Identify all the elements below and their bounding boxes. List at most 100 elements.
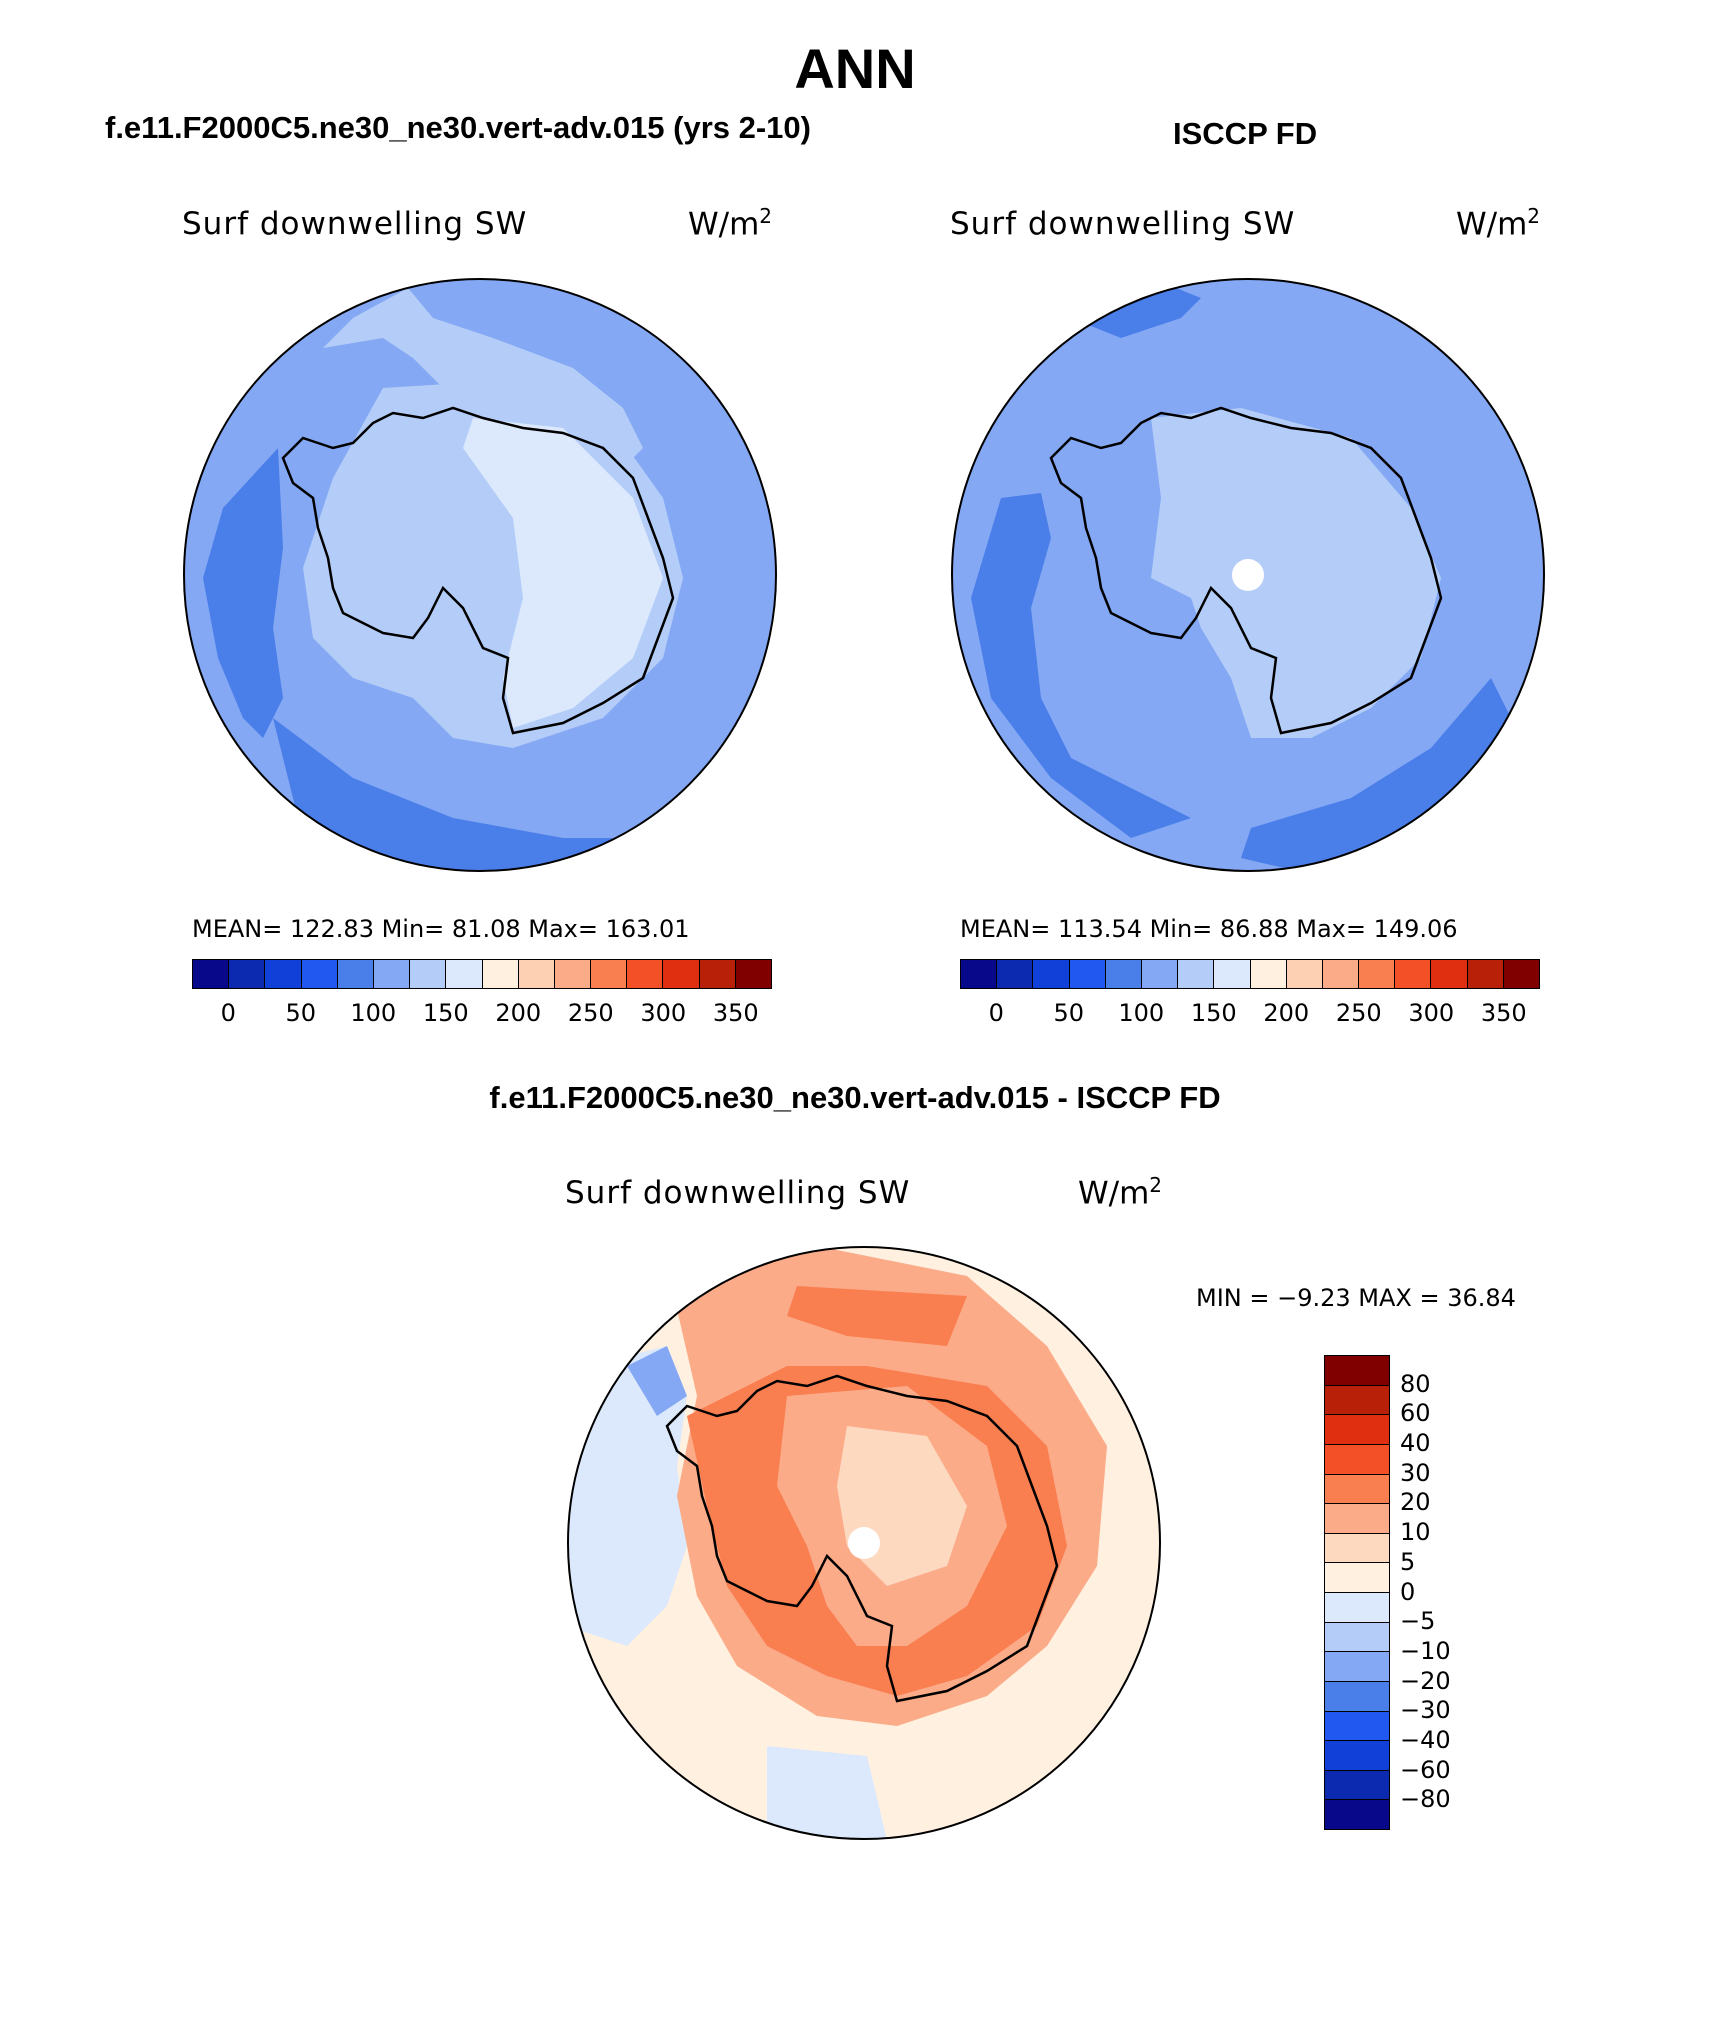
diff-polar-map — [567, 1246, 1161, 1840]
colorbar-swatch — [1325, 1384, 1389, 1415]
colorbar-swatch — [553, 960, 591, 988]
antarctica-coastline — [1049, 406, 1443, 735]
colorbar-swatch — [1325, 1592, 1389, 1622]
colorbar-swatch — [1177, 960, 1214, 988]
low-sw-region-west — [203, 448, 283, 738]
colorbar-tick-label: −40 — [1400, 1725, 1451, 1754]
negative-region-south — [767, 1746, 887, 1839]
colorbar-swatch — [1325, 1769, 1389, 1800]
obs-polar-map — [951, 278, 1545, 872]
colorbar-tick-label: 80 — [1400, 1369, 1431, 1398]
colorbar-swatch — [1321, 960, 1359, 988]
low-sw-region-south — [1241, 678, 1511, 871]
colorbar-swatch — [1325, 1799, 1389, 1829]
colorbar-swatch — [1325, 1473, 1389, 1504]
colorbar-tick-label: 300 — [640, 999, 687, 1027]
colorbar-tick-label: 5 — [1400, 1547, 1416, 1576]
colorbar-tick-label: −5 — [1400, 1607, 1436, 1636]
colorbar-tick-label: 250 — [567, 999, 614, 1027]
diff-units-label: W/m2 — [1078, 1173, 1163, 1212]
colorbar-tick-label: 300 — [1408, 999, 1455, 1027]
colorbar-swatch — [336, 960, 373, 988]
colorbar-tick-label: 0 — [220, 999, 236, 1027]
diff-panel-title: f.e11.F2000C5.ne30_ne30.vert-adv.015 - I… — [489, 1080, 1221, 1115]
colorbar-swatch — [300, 960, 337, 988]
colorbar-swatch — [698, 960, 735, 988]
continent-high-sw — [463, 418, 663, 728]
negative-region-west — [568, 1346, 687, 1646]
antarctica-coastline — [281, 406, 675, 735]
colorbar-swatch — [481, 960, 518, 988]
colorbar-swatch — [1325, 1710, 1389, 1741]
colorbar-swatch — [445, 960, 482, 988]
colorbar-swatch — [1325, 1651, 1389, 1681]
colorbar-tick-label: 50 — [285, 999, 317, 1027]
colorbar-swatch — [1325, 1503, 1389, 1533]
colorbar-swatch — [193, 960, 229, 988]
colorbar-tick-label: 150 — [1190, 999, 1237, 1027]
colorbar-tick-label: 30 — [1400, 1458, 1431, 1487]
model-stats: MEAN= 122.83 Min= 81.08 Max= 163.01 — [192, 915, 690, 943]
colorbar-tick-label: −80 — [1400, 1785, 1451, 1814]
colorbar-swatch — [1325, 1414, 1389, 1444]
model-polar-map — [183, 278, 777, 872]
diff-minmax: MIN = −9.23 MAX = 36.84 — [1196, 1284, 1516, 1312]
obs-colorbar — [960, 959, 1540, 989]
antarctica-coastline — [665, 1374, 1059, 1703]
colorbar-tick-label: 100 — [350, 999, 397, 1027]
map-boundary — [951, 278, 1545, 872]
high-sw-belt — [323, 288, 643, 468]
colorbar-swatch — [1104, 960, 1141, 988]
colorbar-swatch — [264, 960, 301, 988]
low-sw-region-south — [273, 718, 613, 871]
colorbar-swatch — [1068, 960, 1105, 988]
colorbar-swatch — [1394, 960, 1431, 988]
colorbar-swatch — [1213, 960, 1250, 988]
colorbar-swatch — [228, 960, 265, 988]
colorbar-tick-label: 350 — [1480, 999, 1527, 1027]
colorbar-tick-label: 50 — [1053, 999, 1085, 1027]
model-units-label: W/m2 — [688, 204, 773, 243]
colorbar-swatch — [961, 960, 997, 988]
colorbar-swatch — [1325, 1443, 1389, 1474]
colorbar-swatch — [662, 960, 699, 988]
map-boundary — [183, 278, 777, 872]
obs-variable-label: Surf downwelling SW — [950, 206, 1296, 242]
colorbar-swatch — [1325, 1562, 1389, 1592]
colorbar-tick-label: 0 — [1400, 1577, 1416, 1606]
colorbar-tick-label: −60 — [1400, 1755, 1451, 1784]
colorbar-swatch — [372, 960, 410, 988]
negative-patch — [627, 1346, 687, 1416]
colorbar-tick-label: 100 — [1118, 999, 1165, 1027]
colorbar-swatch — [1325, 1532, 1389, 1563]
colorbar-swatch — [590, 960, 627, 988]
colorbar-tick-label: 150 — [422, 999, 469, 1027]
colorbar-tick-label: 40 — [1400, 1429, 1431, 1458]
low-sw-region-west — [971, 493, 1191, 838]
colorbar-swatch — [1325, 1356, 1389, 1385]
colorbar-swatch — [1430, 960, 1467, 988]
colorbar-swatch — [1140, 960, 1178, 988]
figure-title: ANN — [794, 37, 916, 100]
colorbar-tick-label: 200 — [1263, 999, 1310, 1027]
model-panel-title: f.e11.F2000C5.ne30_ne30.vert-adv.015 (yr… — [105, 110, 811, 145]
colorbar-tick-label: 20 — [1400, 1488, 1431, 1517]
obs-panel-title: ISCCP FD — [1173, 116, 1318, 151]
colorbar-tick-label: 350 — [712, 999, 759, 1027]
obs-stats: MEAN= 113.54 Min= 86.88 Max= 149.06 — [960, 915, 1458, 943]
colorbar-swatch — [1325, 1621, 1389, 1652]
colorbar-swatch — [1358, 960, 1395, 988]
colorbar-tick-label: 250 — [1335, 999, 1382, 1027]
colorbar-tick-label: 0 — [988, 999, 1004, 1027]
continent-high-sw — [1151, 408, 1441, 738]
colorbar-tick-label: −10 — [1400, 1636, 1451, 1665]
colorbar-swatch — [626, 960, 663, 988]
diff-variable-label: Surf downwelling SW — [565, 1175, 911, 1211]
obs-units-label: W/m2 — [1456, 204, 1541, 243]
colorbar-swatch — [734, 960, 771, 988]
positive-20-30-north — [787, 1286, 967, 1346]
model-variable-label: Surf downwelling SW — [182, 206, 528, 242]
colorbar-swatch — [996, 960, 1033, 988]
model-colorbar — [192, 959, 772, 989]
colorbar-swatch — [409, 960, 446, 988]
